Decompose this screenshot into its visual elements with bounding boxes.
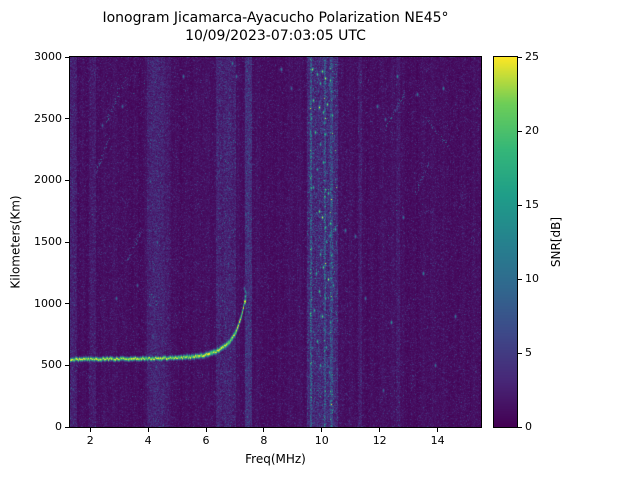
x-tick-mark xyxy=(321,428,323,432)
y-tick-label: 0 xyxy=(55,420,62,433)
x-tick-mark xyxy=(147,428,149,432)
colorbar-tick-mark xyxy=(518,426,522,428)
y-tick-label: 2500 xyxy=(34,111,62,125)
x-tick-mark xyxy=(379,428,381,432)
y-tick-label: 1000 xyxy=(34,296,62,310)
colorbar-tick-mark xyxy=(518,204,522,206)
y-tick-label: 1500 xyxy=(34,235,62,248)
colorbar-tick-label: 10 xyxy=(525,272,539,285)
x-tick-label: 10 xyxy=(314,434,329,447)
plot-area xyxy=(69,56,482,428)
x-tick-mark xyxy=(89,428,91,432)
colorbar-tick-mark xyxy=(518,278,522,280)
y-tick-mark xyxy=(65,118,69,120)
colorbar-tick-mark xyxy=(518,130,522,132)
colorbar xyxy=(493,56,518,428)
colorbar-label-text: SNR[dB] xyxy=(549,216,563,268)
y-tick-mark xyxy=(65,303,69,305)
x-tick-mark xyxy=(263,428,265,432)
colorbar-tick-label: 20 xyxy=(525,124,539,137)
x-tick-label: 2 xyxy=(86,434,94,447)
chart-title: Ionogram Jicamarca-Ayacucho Polarization… xyxy=(70,9,481,45)
y-tick-label: 2000 xyxy=(34,173,62,187)
x-tick-label: 4 xyxy=(144,434,152,447)
colorbar-gradient-canvas xyxy=(494,57,517,427)
x-tick-label: 8 xyxy=(260,434,268,447)
y-tick-mark xyxy=(65,56,69,58)
y-tick-mark xyxy=(65,179,69,181)
x-tick-label: 14 xyxy=(430,434,445,447)
chart-title-line2: 10/09/2023-07:03:05 UTC xyxy=(185,28,366,44)
x-tick-mark xyxy=(205,428,207,432)
x-axis-label: Freq(MHz) xyxy=(245,452,306,466)
x-tick-label: 12 xyxy=(372,434,387,447)
colorbar-tick-mark xyxy=(518,352,522,354)
chart-title-line1: Ionogram Jicamarca-Ayacucho Polarization… xyxy=(102,10,449,26)
y-tick-mark xyxy=(65,364,69,366)
y-tick-label: 3000 xyxy=(34,50,62,63)
ionogram-heatmap-canvas xyxy=(70,57,481,427)
colorbar-tick-label: 15 xyxy=(525,198,539,211)
colorbar-tick-label: 25 xyxy=(525,50,539,63)
y-tick-mark xyxy=(65,241,69,243)
colorbar-tick-mark xyxy=(518,56,522,58)
colorbar-tick-label: 5 xyxy=(525,346,532,359)
colorbar-tick-label: 0 xyxy=(525,420,532,433)
y-tick-label: 500 xyxy=(41,358,62,372)
x-tick-label: 6 xyxy=(202,434,210,447)
x-tick-mark xyxy=(437,428,439,432)
y-tick-mark xyxy=(65,426,69,428)
